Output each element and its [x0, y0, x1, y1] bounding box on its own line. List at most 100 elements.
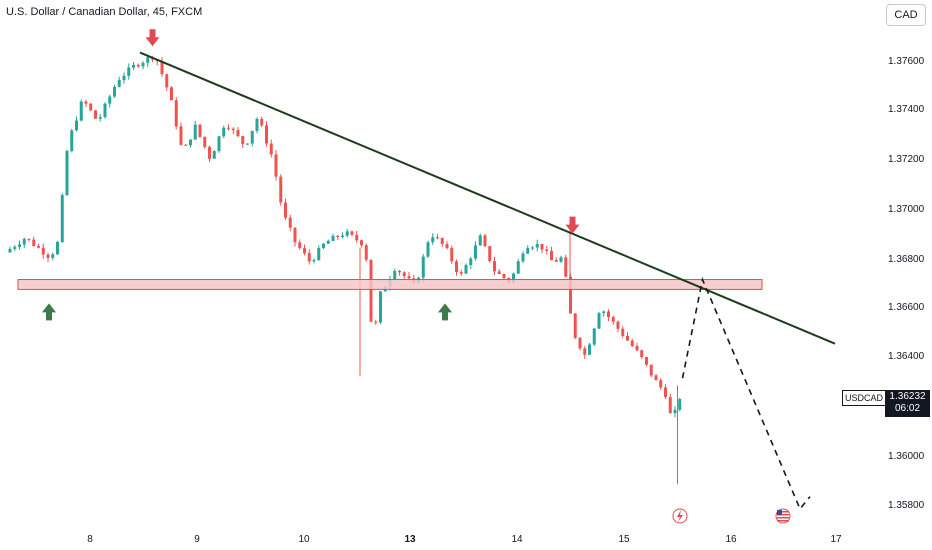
candle [103, 102, 107, 119]
candle [497, 268, 501, 275]
candle [203, 136, 207, 149]
candle [70, 128, 74, 153]
candle [122, 72, 126, 84]
candle [602, 310, 606, 317]
candle [165, 73, 169, 91]
candle [550, 246, 553, 261]
price-axis[interactable]: 1.37600 1.37400 1.37200 1.37000 1.36800 1.366… [842, 0, 932, 550]
candle [597, 311, 601, 330]
candle [13, 244, 17, 252]
candle [345, 228, 349, 238]
candle [94, 109, 97, 119]
projection-path[interactable] [681, 276, 811, 511]
candle [269, 139, 273, 158]
x-tick-label: 9 [194, 534, 200, 545]
candle [326, 239, 330, 244]
currency-button[interactable]: CAD [886, 4, 926, 26]
candle [246, 143, 249, 145]
trendline[interactable] [139, 51, 836, 345]
candle [46, 252, 50, 263]
candle [331, 233, 335, 242]
candle [41, 243, 45, 259]
candle [426, 240, 430, 259]
x-tick-label: 10 [298, 534, 310, 545]
candle [98, 113, 102, 122]
candle [136, 63, 140, 68]
candle [293, 227, 297, 247]
candle [189, 139, 192, 148]
candle [645, 356, 648, 367]
candle [526, 245, 530, 255]
candle [531, 246, 534, 250]
x-tick-label: 17 [830, 534, 842, 545]
candle [8, 246, 12, 253]
candle [18, 240, 21, 250]
candle [659, 378, 663, 390]
candle [450, 245, 454, 264]
candles-layer [8, 55, 682, 485]
candle [260, 116, 264, 128]
down-arrow-icon [145, 29, 160, 47]
candle [374, 319, 378, 325]
candle [193, 120, 197, 141]
candle [516, 259, 520, 274]
candle [607, 309, 610, 322]
candle [535, 239, 539, 252]
candle [341, 232, 344, 239]
candle [198, 124, 202, 139]
candle [668, 393, 672, 414]
y-tick-label: 1.37000 [888, 204, 925, 215]
candle [402, 271, 406, 279]
candle [250, 130, 254, 147]
candle [174, 97, 178, 130]
x-tick-label: 16 [725, 534, 737, 545]
symbol-label: USDCAD [842, 390, 885, 406]
candle [75, 116, 78, 132]
candle [146, 56, 150, 68]
candle [588, 342, 591, 356]
candle [436, 234, 439, 240]
candle [170, 86, 173, 101]
candle [369, 259, 373, 322]
candle [493, 256, 496, 275]
resistance-zone[interactable] [17, 279, 763, 290]
candle [317, 245, 321, 261]
candle [284, 198, 287, 221]
candle [255, 117, 259, 134]
event-icons [672, 508, 791, 524]
last-price-value: 1.36232 [889, 391, 926, 402]
candle [127, 63, 131, 80]
candle [312, 258, 316, 264]
us-flag-icon[interactable] [775, 508, 791, 524]
candle [79, 99, 83, 122]
candle [626, 332, 629, 341]
annotations-layer [17, 29, 836, 511]
y-tick-label: 1.37400 [888, 104, 925, 115]
candle [478, 233, 482, 246]
candle [583, 346, 587, 359]
lightning-event-icon[interactable] [672, 508, 688, 524]
candle [393, 268, 397, 281]
candle [649, 364, 653, 378]
candle [545, 245, 549, 255]
up-arrow-icon [42, 303, 56, 321]
candle [678, 397, 682, 412]
candle [421, 253, 425, 283]
candle [322, 242, 325, 249]
last-price-tag: USDCAD 1.36232 06:02 [842, 390, 930, 417]
chart-title: U.S. Dollar / Canadian Dollar, 45, FXCM [6, 6, 203, 18]
time-axis[interactable]: 8 9 10 13 14 15 16 17 [87, 534, 842, 545]
candle [488, 245, 492, 263]
candle [564, 254, 568, 278]
candle [459, 269, 463, 276]
candle [464, 263, 468, 274]
candle [360, 239, 363, 248]
candle [469, 256, 473, 270]
candle [379, 290, 382, 325]
y-tick-label: 1.36000 [888, 451, 925, 462]
y-tick-label: 1.36600 [888, 302, 925, 313]
candle [241, 135, 245, 149]
candle [440, 237, 444, 248]
x-tick-label: 13 [404, 534, 416, 545]
